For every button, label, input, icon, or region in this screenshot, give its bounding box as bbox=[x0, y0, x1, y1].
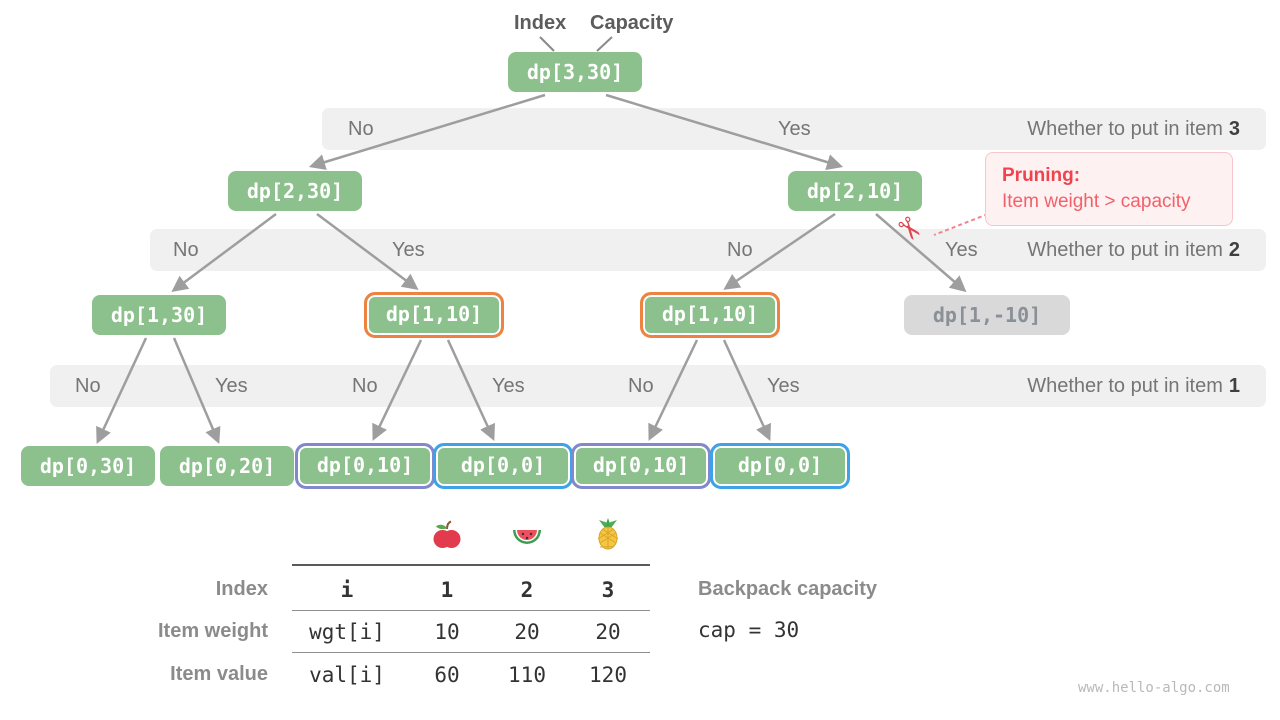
watermark: www.hello-algo.com bbox=[1078, 680, 1230, 696]
branch-label-no: No bbox=[727, 239, 753, 261]
branch-label-yes: Yes bbox=[767, 375, 800, 397]
pineapple-icon bbox=[597, 518, 619, 550]
table-cell: 1 bbox=[440, 578, 454, 602]
tree-node-dp-2-30: dp[2,30] bbox=[228, 171, 362, 211]
tree-node-dp-1-30: dp[1,30] bbox=[92, 295, 226, 335]
table-cell: 60 bbox=[434, 663, 460, 687]
table-cell: 10 bbox=[434, 620, 460, 644]
branch-label-no: No bbox=[173, 239, 199, 261]
branch-label-no: No bbox=[75, 375, 101, 397]
tree-node-dp-0-30: dp[0,30] bbox=[21, 446, 155, 486]
table-rule-top bbox=[292, 564, 650, 566]
band-question-item-number: 2 bbox=[1228, 239, 1240, 261]
table-cell: 20 bbox=[595, 620, 621, 644]
branch-label-yes: Yes bbox=[778, 118, 811, 140]
table-cell: 110 bbox=[508, 663, 546, 687]
tree-node-dp-0-10-right: dp[0,10] bbox=[571, 443, 711, 489]
tree-node-dp-0-20: dp[0,20] bbox=[160, 446, 294, 486]
tree-node-dp-1-10-right: dp[1,10] bbox=[640, 292, 780, 338]
table-cell: 20 bbox=[514, 620, 540, 644]
tree-node-dp-0-10-left: dp[0,10] bbox=[295, 443, 435, 489]
band-question-item2: Whether to put in item 2 bbox=[1027, 229, 1240, 271]
branch-label-yes: Yes bbox=[215, 375, 248, 397]
table-rule-mid1 bbox=[292, 610, 650, 611]
tree-node-dp-2-10: dp[2,10] bbox=[788, 171, 922, 211]
branch-label-no: No bbox=[352, 375, 378, 397]
pruning-callout: Pruning: Item weight > capacity bbox=[985, 152, 1233, 226]
index-pointer-label: Index bbox=[514, 12, 567, 34]
band-question-text: Whether to put in item bbox=[1027, 239, 1223, 261]
table-row-header-value: Item value bbox=[170, 663, 268, 685]
watermelon-icon bbox=[513, 530, 541, 544]
band-question-item-number: 3 bbox=[1228, 118, 1240, 140]
decision-band-item2: No Yes No Yes Whether to put in item 2 bbox=[150, 229, 1266, 271]
decision-band-item1: No Yes No Yes No Yes Whether to put in i… bbox=[50, 365, 1266, 407]
tree-node-dp-0-0-right: dp[0,0] bbox=[710, 443, 850, 489]
band-question-item-number: 1 bbox=[1228, 375, 1240, 397]
capacity-leader-line bbox=[596, 36, 613, 52]
tree-node-dp-3-30: dp[3,30] bbox=[508, 52, 642, 92]
table-cell: wgt[i] bbox=[309, 620, 385, 644]
pruning-body: Item weight > capacity bbox=[1002, 191, 1191, 212]
table-row-header-index: Index bbox=[215, 578, 268, 600]
capacity-pointer-label: Capacity bbox=[590, 12, 674, 34]
table-cell: 120 bbox=[589, 663, 627, 687]
table-cell: val[i] bbox=[309, 663, 385, 687]
table-rule-mid2 bbox=[292, 652, 650, 653]
decision-band-item3: No Yes Whether to put in item 3 bbox=[322, 108, 1266, 150]
tree-node-dp-0-0-left: dp[0,0] bbox=[433, 443, 573, 489]
backpack-capacity-value: cap = 30 bbox=[698, 618, 800, 642]
band-question-item1: Whether to put in item 1 bbox=[1027, 365, 1240, 407]
pruning-title: Pruning bbox=[1002, 165, 1074, 186]
branch-label-no: No bbox=[348, 118, 374, 140]
branch-label-yes: Yes bbox=[945, 239, 978, 261]
index-leader-line bbox=[539, 36, 555, 52]
apple-icon bbox=[433, 520, 461, 548]
band-question-item3: Whether to put in item 3 bbox=[1027, 108, 1240, 150]
branch-label-yes: Yes bbox=[392, 239, 425, 261]
backpack-capacity-label: Backpack capacity bbox=[698, 578, 878, 600]
branch-label-yes: Yes bbox=[492, 375, 525, 397]
table-cell: i bbox=[340, 578, 354, 602]
pruning-colon: : bbox=[1073, 165, 1081, 186]
table-row-header-weight: Item weight bbox=[157, 620, 268, 642]
band-question-text: Whether to put in item bbox=[1027, 375, 1223, 397]
band-question-text: Whether to put in item bbox=[1027, 118, 1223, 140]
branch-label-no: No bbox=[628, 375, 654, 397]
table-cell: 3 bbox=[601, 578, 615, 602]
tree-node-dp-1-neg10: dp[1,-10] bbox=[904, 295, 1070, 335]
table-cell: 2 bbox=[520, 578, 534, 602]
tree-node-dp-1-10-left: dp[1,10] bbox=[364, 292, 504, 338]
